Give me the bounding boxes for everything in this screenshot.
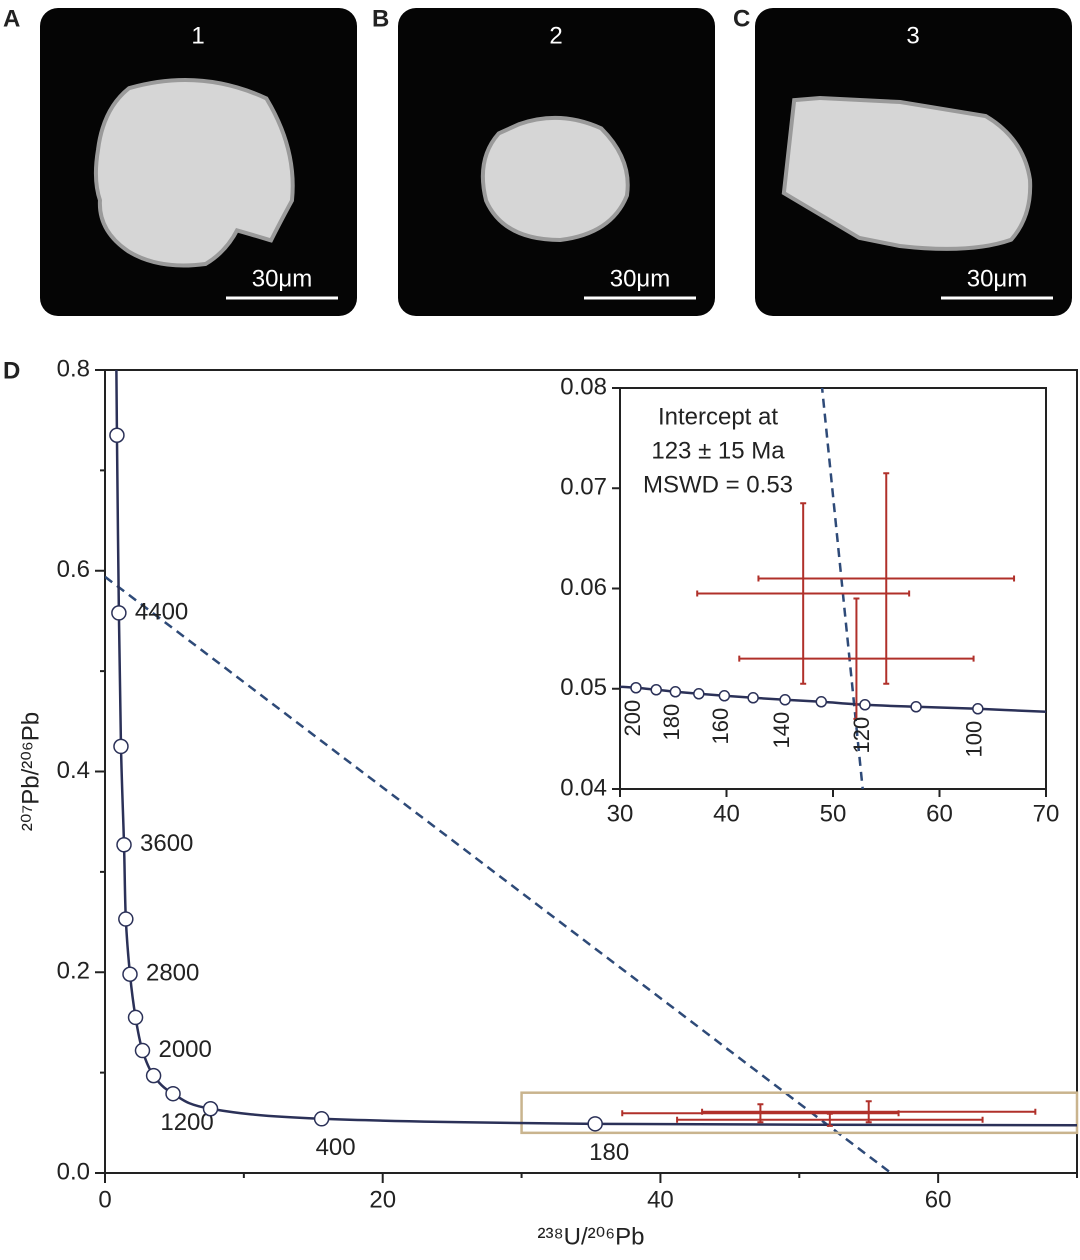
panel-number: 3 bbox=[906, 22, 919, 49]
scale-bar-label: 30μm bbox=[610, 265, 671, 292]
panel-letter: A bbox=[3, 5, 20, 32]
age-marker bbox=[779, 694, 791, 706]
x-error-bar bbox=[757, 575, 1016, 582]
age-label: 180 bbox=[589, 1139, 629, 1166]
x-error-bar bbox=[676, 1116, 984, 1123]
x-tick-label: 60 bbox=[926, 800, 953, 827]
age-marker bbox=[145, 1067, 162, 1084]
scale-bar-label: 30μm bbox=[967, 265, 1028, 292]
age-label: 2000 bbox=[158, 1036, 211, 1063]
age-marker bbox=[165, 1085, 181, 1102]
panel-number: 1 bbox=[191, 22, 204, 49]
age-label: 180 bbox=[659, 704, 684, 741]
age-marker bbox=[693, 688, 705, 700]
x-tick-label: 0 bbox=[98, 1186, 111, 1213]
x-error-bar bbox=[738, 655, 975, 662]
age-marker bbox=[116, 837, 132, 853]
age-marker bbox=[127, 1009, 144, 1026]
x-tick-label: 40 bbox=[713, 800, 740, 827]
age-marker bbox=[859, 699, 871, 711]
age-marker bbox=[630, 681, 642, 694]
scale-bar-label: 30μm bbox=[252, 265, 313, 292]
age-marker bbox=[910, 701, 922, 713]
age-label: 140 bbox=[769, 712, 794, 749]
age-marker bbox=[122, 966, 138, 983]
y-tick-label: 0.8 bbox=[57, 355, 90, 382]
age-marker bbox=[587, 1116, 603, 1132]
panel-number: 2 bbox=[549, 22, 562, 49]
age-marker bbox=[109, 427, 125, 443]
x-tick-label: 20 bbox=[369, 1186, 396, 1213]
age-marker bbox=[650, 684, 662, 696]
age-label: 100 bbox=[962, 721, 987, 758]
age-label: 2800 bbox=[146, 960, 199, 987]
age-label: 200 bbox=[620, 700, 645, 737]
y-tick-label: 0.04 bbox=[560, 774, 607, 801]
x-tick-label: 40 bbox=[647, 1186, 674, 1213]
age-label: 3600 bbox=[140, 830, 193, 857]
y-tick-label: 0.07 bbox=[560, 474, 607, 501]
x-tick-label: 70 bbox=[1033, 800, 1060, 827]
age-label: 160 bbox=[708, 708, 733, 745]
panel-letter: C bbox=[733, 5, 750, 32]
grain bbox=[786, 100, 1029, 247]
y-tick-label: 0.06 bbox=[560, 574, 607, 601]
x-tick-label: 30 bbox=[607, 800, 634, 827]
x-error-bar bbox=[701, 1108, 1037, 1115]
grain bbox=[484, 119, 626, 238]
age-label: 4400 bbox=[135, 598, 188, 625]
annotation: Intercept at bbox=[658, 403, 778, 430]
zoom-box bbox=[520, 1091, 1079, 1135]
age-marker bbox=[134, 1042, 151, 1059]
x-axis-label: ²³⁸U/²⁰⁶Pb bbox=[538, 1223, 645, 1250]
x-error-bar bbox=[696, 590, 911, 597]
age-marker bbox=[202, 1101, 219, 1117]
age-marker bbox=[111, 605, 127, 621]
age-marker bbox=[118, 911, 134, 927]
age-label: 400 bbox=[316, 1134, 356, 1161]
y-tick-label: 0.08 bbox=[560, 373, 607, 400]
y-tick-label: 0.05 bbox=[560, 674, 607, 701]
y-tick-label: 0.4 bbox=[57, 757, 90, 784]
panel-letter: D bbox=[3, 357, 20, 384]
age-marker bbox=[747, 692, 759, 704]
y-tick-label: 0.6 bbox=[57, 556, 90, 583]
panel-letter: B bbox=[372, 5, 389, 32]
y-tick-label: 0.0 bbox=[57, 1158, 90, 1185]
age-marker bbox=[718, 690, 731, 702]
x-tick-label: 60 bbox=[925, 1186, 952, 1213]
x-tick-label: 50 bbox=[820, 800, 847, 827]
y-tick-label: 0.2 bbox=[57, 958, 90, 985]
annotation: MSWD = 0.53 bbox=[643, 471, 793, 498]
y-axis-label: ²⁰⁷Pb/²⁰⁶Pb bbox=[17, 712, 44, 831]
grain bbox=[97, 82, 291, 264]
plot-frame bbox=[619, 387, 1047, 790]
age-marker bbox=[113, 738, 129, 755]
age-marker bbox=[669, 686, 682, 698]
age-marker bbox=[313, 1111, 330, 1127]
annotation: 123 ± 15 Ma bbox=[651, 437, 785, 464]
age-marker bbox=[972, 703, 984, 715]
age-label: 120 bbox=[849, 717, 874, 754]
age-marker bbox=[815, 696, 828, 708]
concordia-curve bbox=[115, 370, 1077, 1127]
